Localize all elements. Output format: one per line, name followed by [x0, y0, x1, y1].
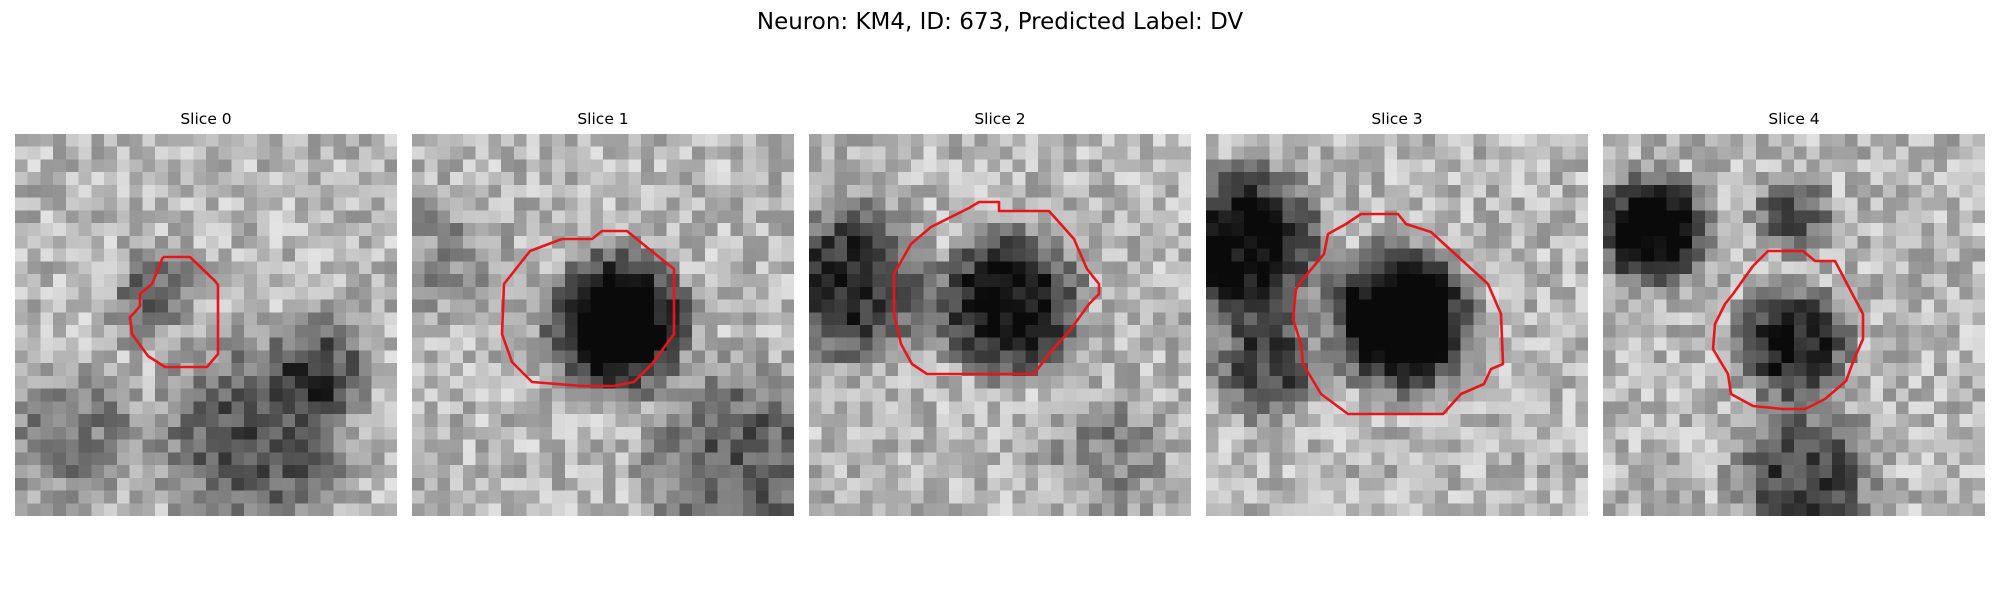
slice-panel-0: Slice 0: [15, 110, 397, 516]
slice-panel-2: Slice 2: [809, 110, 1191, 516]
slice-image: [412, 134, 794, 516]
roi-contour: [1711, 249, 1865, 411]
slice-panel-3: Slice 3: [1206, 110, 1588, 516]
slice-image: [1603, 134, 1985, 516]
slice-image: [1206, 134, 1588, 516]
slice-title: Slice 3: [1371, 110, 1423, 128]
slice-title: Slice 0: [180, 110, 232, 128]
roi-contour: [892, 200, 1101, 376]
slice-title: Slice 1: [577, 110, 629, 128]
figure-title: Neuron: KM4, ID: 673, Predicted Label: D…: [756, 9, 1244, 35]
slice-image: [15, 134, 397, 516]
roi-contour: [500, 229, 676, 388]
slice-image: [809, 134, 1191, 516]
slice-title: Slice 4: [1768, 110, 1820, 128]
roi-contour: [128, 255, 220, 369]
slice-panel-1: Slice 1: [412, 110, 794, 516]
slice-title: Slice 2: [974, 110, 1026, 128]
roi-contour: [1291, 212, 1505, 416]
slice-panel-4: Slice 4: [1603, 110, 1985, 516]
